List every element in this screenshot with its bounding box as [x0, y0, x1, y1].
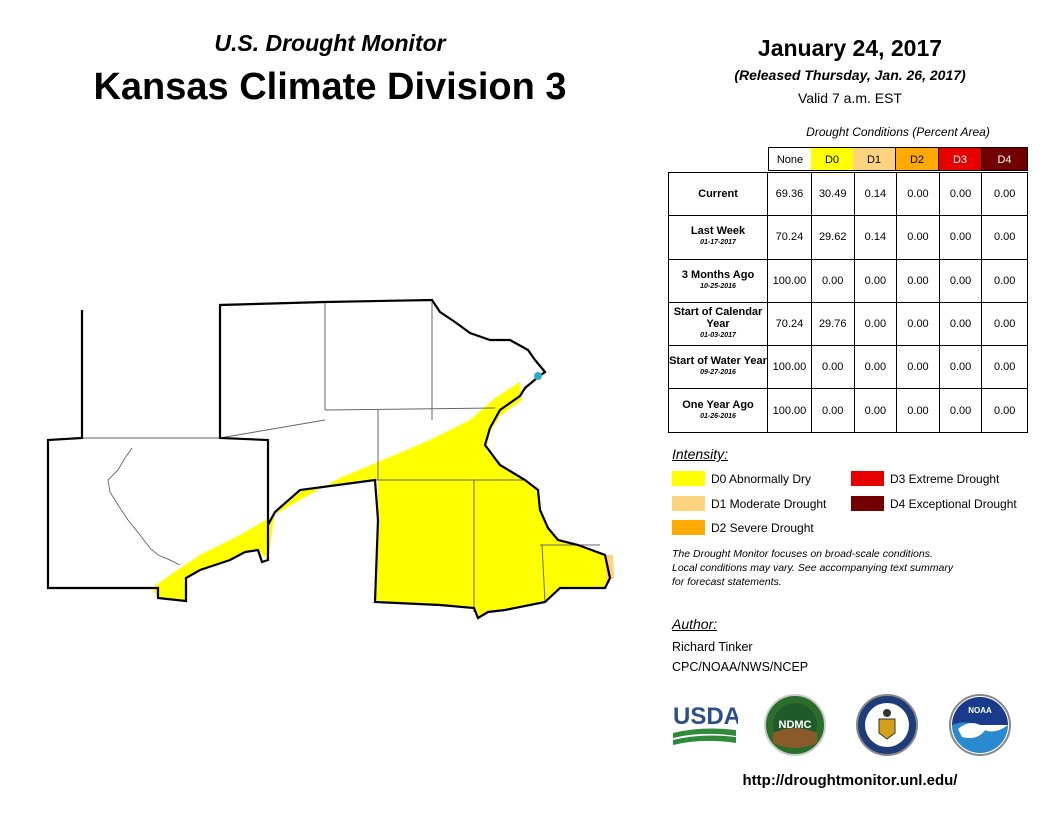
author-name: Richard Tinker	[672, 640, 753, 654]
table-row: Start of Water Year 09-27-2016 100.00 0.0…	[667, 345, 1028, 390]
legend-title: Intensity:	[672, 446, 729, 462]
cell-d3: 0.00	[938, 345, 983, 390]
cell-d4: 0.00	[981, 301, 1028, 347]
cell-d3: 0.00	[938, 258, 983, 303]
table-row: One Year Ago 01-26-2016 100.00 0.00 0.00 …	[667, 388, 1028, 433]
cell-d1: 0.14	[853, 171, 898, 217]
col-d3: D3	[939, 147, 982, 171]
cell-d3: 0.00	[938, 215, 983, 260]
monitor-subtitle: U.S. Drought Monitor	[214, 30, 446, 56]
lake-marker	[534, 372, 542, 380]
legend-swatch	[851, 471, 884, 486]
cell-d0: 29.76	[810, 301, 855, 347]
cell-none: 70.24	[767, 301, 812, 347]
col-d1: D1	[853, 147, 896, 171]
legend-swatch	[672, 520, 705, 535]
website-link[interactable]: http://droughtmonitor.unl.edu/	[742, 772, 958, 789]
cell-d3: 0.00	[938, 301, 983, 347]
cell-none: 70.24	[767, 215, 812, 260]
author-heading: Author:	[672, 616, 718, 632]
table-row: 3 Months Ago 10-25-2016 100.00 0.00 0.00 …	[667, 258, 1028, 303]
cell-d2: 0.00	[896, 171, 940, 217]
legend-swatch	[851, 496, 884, 511]
cell-d3: 0.00	[938, 171, 983, 217]
noaa-logo: NOAA	[949, 694, 1011, 756]
ndmc-logo: NDMC	[764, 694, 826, 756]
cell-none: 69.36	[767, 171, 812, 217]
row-label: Start of Water Year 09-27-2016	[667, 345, 769, 390]
legend-label: D3 Extreme Drought	[890, 471, 1000, 486]
river-line	[107, 447, 181, 566]
d0-region	[152, 382, 610, 618]
legend-label: D4 Exceptional Drought	[890, 496, 1017, 511]
col-d2: D2	[896, 147, 939, 171]
division-border	[46, 298, 612, 620]
cell-none: 100.00	[767, 345, 812, 390]
row-label: Start of Calendar Year 01-03-2017	[667, 301, 769, 347]
cell-d4: 0.00	[981, 388, 1028, 433]
cell-d1: 0.00	[853, 258, 898, 303]
cell-d4: 0.00	[981, 215, 1028, 260]
cell-d3: 0.00	[938, 388, 983, 433]
cell-d0: 0.00	[810, 345, 855, 390]
conditions-table: Current 69.36 30.49 0.14 0.00 0.00 0.00 …	[667, 171, 1028, 433]
cell-d0: 0.00	[810, 388, 855, 433]
col-d0: D0	[811, 147, 854, 171]
col-none: None	[768, 147, 812, 171]
cell-d0: 0.00	[810, 258, 855, 303]
cell-d2: 0.00	[896, 345, 940, 390]
legend-item-d1: D1 Moderate Drought	[672, 496, 826, 511]
legend-swatch	[672, 496, 705, 511]
cell-d0: 30.49	[810, 171, 855, 217]
drought-map	[46, 298, 614, 620]
cell-d1: 0.00	[853, 345, 898, 390]
map-date: January 24, 2017	[757, 35, 943, 61]
cell-d2: 0.00	[896, 258, 940, 303]
cell-d1: 0.00	[853, 301, 898, 347]
cell-d2: 0.00	[896, 215, 940, 260]
conditions-title: Drought Conditions (Percent Area)	[806, 125, 990, 139]
disclaimer-note: The Drought Monitor focuses on broad-sca…	[672, 548, 954, 588]
legend-item-d2: D2 Severe Drought	[672, 520, 814, 535]
col-d4: D4	[982, 147, 1028, 171]
usda-logo: USDA	[673, 703, 738, 745]
cell-none: 100.00	[767, 258, 812, 303]
cell-d4: 0.00	[981, 258, 1028, 303]
row-label: Last Week 01-17-2017	[667, 215, 769, 260]
region-title: Kansas Climate Division 3	[93, 66, 567, 108]
table-row: Current 69.36 30.49 0.14 0.00 0.00 0.00	[667, 171, 1028, 217]
cell-d2: 0.00	[896, 388, 940, 433]
cell-d4: 0.00	[981, 171, 1028, 217]
legend-swatch	[672, 471, 705, 486]
author-org: CPC/NOAA/NWS/NCEP	[672, 660, 809, 674]
svg-text:NDMC: NDMC	[779, 719, 812, 731]
legend-item-d3: D3 Extreme Drought	[851, 471, 999, 486]
legend-item-d4: D4 Exceptional Drought	[851, 496, 1017, 511]
table-row: Start of Calendar Year 01-03-2017 70.24 2…	[667, 301, 1028, 347]
legend-item-d0: D0 Abnormally Dry	[672, 471, 811, 486]
cell-d0: 29.62	[810, 215, 855, 260]
cell-none: 100.00	[767, 388, 812, 433]
commerce-seal-logo	[856, 694, 918, 756]
table-row: Last Week 01-17-2017 70.24 29.62 0.14 0.0…	[667, 215, 1028, 260]
svg-text:USDA: USDA	[673, 703, 738, 730]
release-date: (Released Thursday, Jan. 26, 2017)	[734, 67, 966, 83]
cell-d1: 0.14	[853, 215, 898, 260]
row-label: 3 Months Ago 10-25-2016	[667, 258, 769, 303]
cell-d1: 0.00	[853, 388, 898, 433]
cell-d4: 0.00	[981, 345, 1028, 390]
svg-text:NOAA: NOAA	[968, 706, 992, 715]
valid-time: Valid 7 a.m. EST	[797, 90, 902, 106]
cell-d2: 0.00	[896, 301, 940, 347]
row-label: One Year Ago 01-26-2016	[667, 388, 769, 433]
legend-label: D1 Moderate Drought	[711, 496, 827, 511]
row-label: Current	[667, 171, 769, 217]
legend-label: D2 Severe Drought	[711, 520, 814, 535]
legend-label: D0 Abnormally Dry	[711, 471, 812, 486]
county-lines	[82, 300, 600, 612]
author-block: Richard Tinker CPC/NOAA/NWS/NCEP	[672, 637, 808, 677]
